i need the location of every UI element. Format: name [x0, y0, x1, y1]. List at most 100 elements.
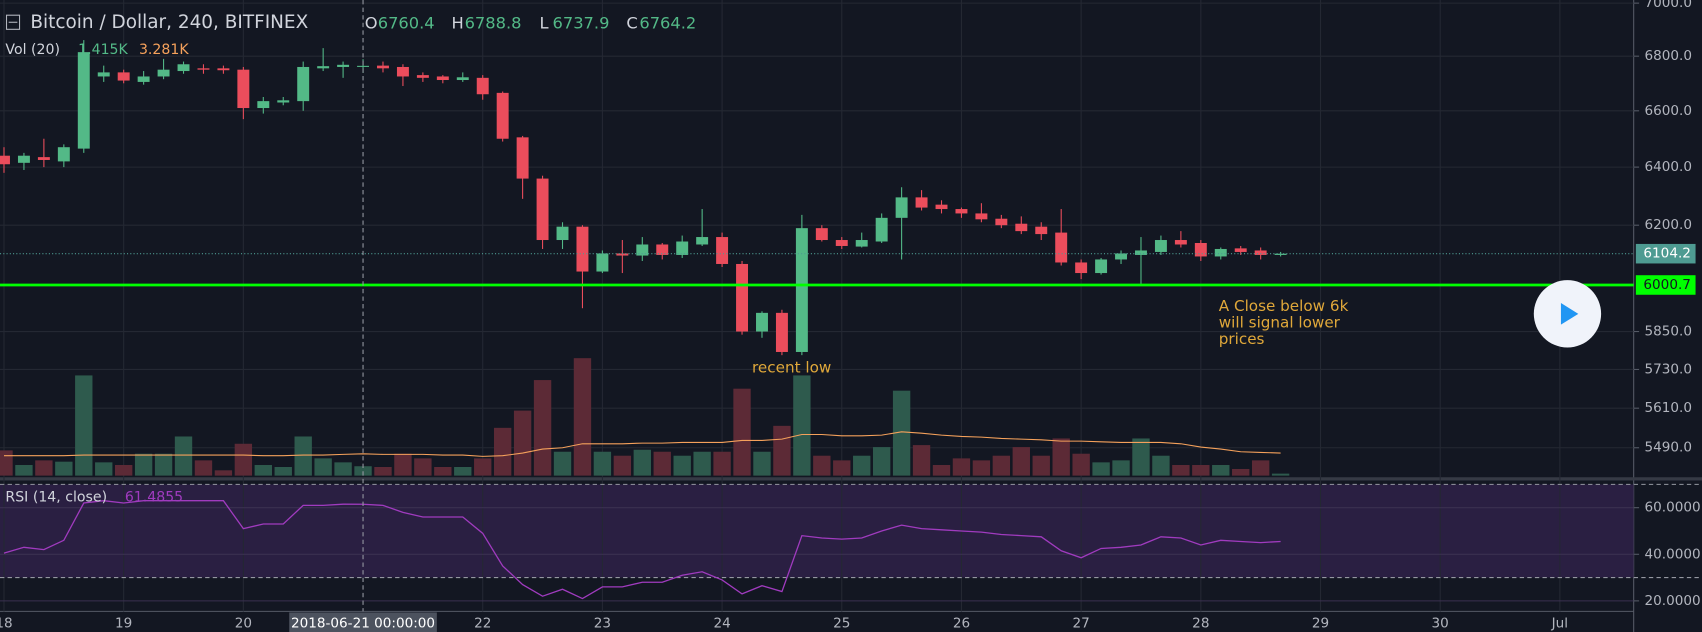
- candle-body: [895, 197, 908, 218]
- candle-body: [756, 312, 768, 332]
- candle-body: [1135, 250, 1147, 255]
- volume-bar: [414, 458, 432, 476]
- volume-bar: [713, 451, 731, 476]
- volume-bar: [1132, 438, 1150, 476]
- play-button-icon[interactable]: [1560, 302, 1579, 325]
- candle-body: [835, 240, 848, 246]
- candle-body: [716, 237, 729, 264]
- candle-body: [117, 72, 130, 81]
- candle-body: [57, 147, 70, 162]
- y-tick-label: 6800.0: [1645, 48, 1692, 64]
- candle-body: [1115, 253, 1128, 260]
- volume-bar: [833, 460, 851, 476]
- rsi-band: [0, 484, 1634, 578]
- volume-bar: [853, 455, 871, 476]
- volume-bar: [95, 462, 113, 476]
- candle-body: [277, 100, 290, 103]
- volume-bar: [872, 447, 891, 476]
- ohlc-key: H: [452, 13, 464, 32]
- volume-bar: [154, 453, 173, 476]
- candle-body: [1055, 232, 1068, 263]
- y-tick-label: 5850.0: [1645, 324, 1692, 340]
- volume-bar: [1212, 465, 1230, 476]
- candle-body: [337, 64, 350, 67]
- candle-body: [297, 66, 310, 102]
- candle-body: [556, 226, 569, 241]
- volume-bar: [174, 436, 193, 476]
- volume-bar: [1172, 465, 1190, 476]
- volume-bar: [214, 470, 233, 476]
- candle-body: [357, 65, 370, 67]
- candle-body: [377, 65, 389, 69]
- volume-bar: [75, 375, 93, 476]
- candle-body: [436, 76, 449, 81]
- candle-body: [37, 157, 50, 160]
- candle-body: [317, 66, 330, 69]
- x-tick-label: 26: [953, 615, 970, 631]
- rsi-value: 61.4855: [125, 489, 183, 505]
- y-tick-label: 5490.0: [1645, 440, 1692, 456]
- x-tick-label: 20: [235, 615, 252, 631]
- volume-bar: [1271, 473, 1290, 476]
- candle-body: [636, 244, 649, 256]
- y-tick-label: 20.0000: [1645, 593, 1701, 609]
- candle-body: [456, 77, 469, 81]
- candle-body: [1214, 248, 1227, 257]
- candle-body: [775, 312, 788, 352]
- volume-bar: [15, 465, 33, 476]
- candle-body: [476, 77, 489, 95]
- volume-bar: [194, 460, 213, 476]
- annotation: prices: [1219, 330, 1265, 348]
- y-tick-label: 60.0000: [1645, 500, 1701, 516]
- volume-bar: [114, 465, 133, 476]
- ohlc-value: 6764.2: [639, 13, 696, 32]
- ohlc-value: 6760.4: [378, 13, 435, 32]
- collapse-icon: [5, 14, 21, 30]
- x-tick-label: 18: [0, 615, 13, 631]
- ohlc-value: 6737.9: [553, 13, 610, 32]
- volume-bar: [972, 460, 991, 476]
- candle-body: [17, 155, 30, 163]
- candle-body: [696, 237, 709, 245]
- candle-body: [1274, 253, 1287, 255]
- y-tick-label: 40.0000: [1645, 546, 1701, 562]
- volume-bar: [454, 466, 472, 476]
- volume-bar: [793, 375, 811, 476]
- ohlc-value: 6788.8: [465, 13, 522, 32]
- y-tick-label: 5730.0: [1645, 361, 1692, 377]
- volume-bar: [813, 455, 831, 476]
- volume-bar: [1232, 468, 1250, 476]
- candle-body: [416, 75, 429, 78]
- x-tick-label: 19: [115, 615, 132, 631]
- volume-bar: [673, 455, 691, 476]
- y-tick-label: 6200.0: [1645, 217, 1692, 233]
- y-tick-label: 5610.0: [1645, 400, 1692, 416]
- candle-body: [656, 244, 669, 255]
- volume-bar: [1032, 455, 1050, 476]
- candle-body: [815, 228, 828, 241]
- candle-body: [197, 68, 210, 70]
- candle-body: [157, 69, 170, 77]
- candle-body: [536, 178, 549, 241]
- annotation: recent low: [752, 358, 831, 376]
- play-button[interactable]: [1533, 280, 1602, 348]
- volume-bar: [693, 451, 711, 476]
- annotation: will signal lower: [1219, 313, 1341, 331]
- candle-body: [257, 101, 270, 109]
- candle-body: [676, 241, 689, 255]
- volume-bar: [1072, 453, 1090, 476]
- volume-bar: [992, 455, 1011, 476]
- volume-ma-value: 3.281K: [139, 42, 189, 58]
- candle-body: [137, 76, 150, 82]
- volume-bar: [1251, 460, 1270, 476]
- candle-body: [915, 197, 928, 208]
- x-tick-label: 30: [1432, 615, 1449, 631]
- volume-bar: [1152, 455, 1170, 476]
- candle-body: [0, 155, 10, 165]
- volume-bar: [314, 458, 332, 476]
- volume-bar: [474, 458, 492, 476]
- candle-body: [995, 218, 1008, 226]
- last-price-label: 6104.2: [1643, 246, 1690, 262]
- volume-bar: [593, 451, 612, 476]
